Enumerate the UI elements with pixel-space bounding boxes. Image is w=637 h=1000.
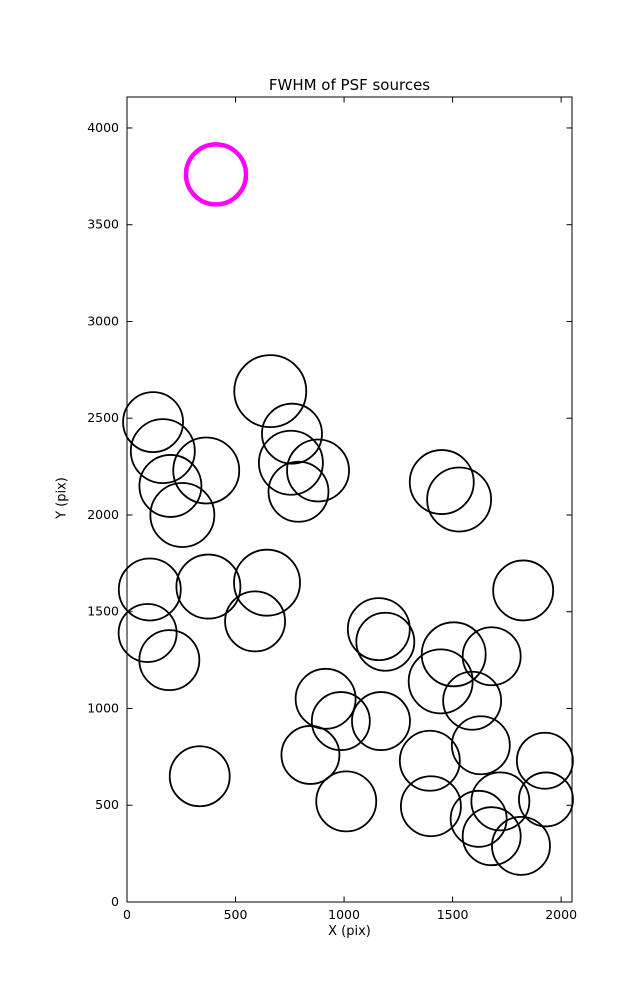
x-axis-label: X (pix): [328, 924, 371, 939]
axes-box: [126, 96, 573, 903]
psf-source-circle: [420, 621, 487, 688]
psf-source-circle: [355, 611, 416, 672]
psf-source-circle: [518, 771, 574, 828]
psf-source-circle: [491, 815, 551, 876]
psf-source-circle: [149, 482, 216, 548]
psf-source-circle: [257, 429, 324, 496]
psf-source-circle: [168, 745, 231, 808]
psf-source-circle: [400, 775, 462, 838]
psf-source-circle: [117, 603, 178, 663]
psf-source-circle: [233, 548, 301, 617]
psf-source-circle: [267, 460, 330, 523]
x-tick-label: 1000: [328, 907, 360, 922]
psf-source-circle: [398, 729, 461, 792]
psf-source-circle: [492, 559, 555, 622]
y-tick-label: 4000: [87, 120, 119, 135]
psf-source-circle: [286, 438, 350, 503]
psf-source-circle: [138, 629, 201, 692]
y-tick-label: 3500: [87, 217, 119, 232]
y-tick-label: 500: [95, 797, 119, 812]
psf-source-circle: [515, 731, 574, 790]
x-tick-label: 2000: [545, 907, 577, 922]
psf-source-circle: [129, 418, 196, 485]
x-tick-label: 0: [123, 907, 131, 922]
psf-source-circle: [408, 449, 475, 515]
x-tick-label: 1500: [437, 907, 469, 922]
psf-source-circle: [294, 667, 357, 730]
psf-source-circle: [233, 354, 308, 429]
psf-source-circle: [449, 789, 508, 848]
psf-source-circle: [172, 436, 241, 505]
psf-source-circle: [407, 648, 474, 715]
psf-source-circle: [261, 402, 323, 465]
psf-source-circle: [224, 590, 286, 653]
x-tick-label: 500: [224, 907, 248, 922]
psf-source-circle: [346, 597, 411, 662]
y-tick-label: 1500: [87, 604, 119, 619]
y-tick-label: 2000: [87, 507, 119, 522]
y-axis-label: Y (pix): [54, 477, 70, 519]
psf-source-circle: [280, 725, 341, 785]
y-tick-label: 3000: [87, 313, 119, 328]
psf-source-circle: [315, 770, 378, 833]
y-tick-label: 2500: [87, 410, 119, 425]
psf-source-circle: [461, 626, 522, 687]
psf-source-circle: [310, 691, 371, 751]
plot-title: FWHM of PSF sources: [268, 76, 431, 94]
highlighted-psf-circle: [183, 142, 249, 207]
psf-source-circle: [122, 391, 184, 453]
psf-source-circle: [351, 691, 411, 751]
psf-source-circle: [450, 715, 511, 776]
psf-source-circle: [426, 466, 493, 533]
psf-source-circle: [470, 771, 531, 832]
psf-source-circle: [138, 454, 203, 518]
psf-source-circle: [117, 557, 182, 622]
psf-source-circle: [461, 806, 522, 867]
y-tick-label: 0: [111, 894, 119, 909]
psf-source-circle: [175, 553, 242, 620]
psf-source-circle: [442, 670, 503, 731]
y-tick-label: 1000: [87, 700, 119, 715]
